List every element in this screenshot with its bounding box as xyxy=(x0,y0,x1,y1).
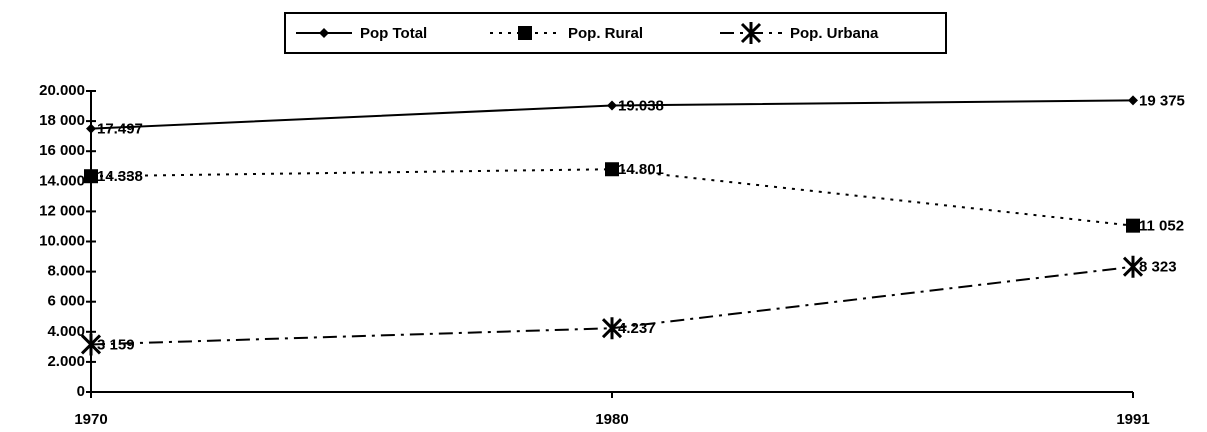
legend-box xyxy=(284,12,947,54)
x-tick-label: 1970 xyxy=(74,411,107,428)
data-label: 19 375 xyxy=(1139,92,1185,109)
marker xyxy=(1126,218,1140,233)
data-label: 4.237 xyxy=(618,320,656,337)
data-label: 19.038 xyxy=(618,97,664,114)
data-label: 17.497 xyxy=(97,121,143,138)
y-tick-label: 10.000 xyxy=(39,232,85,249)
marker xyxy=(84,169,98,184)
series-line xyxy=(90,168,1134,227)
legend-label: Pop. Rural xyxy=(568,25,643,42)
marker xyxy=(1122,255,1144,278)
y-tick-label: 4.000 xyxy=(47,323,85,340)
legend-label: Pop. Urbana xyxy=(790,25,879,42)
y-tick-label: 6 000 xyxy=(47,293,85,310)
marker xyxy=(607,100,617,111)
y-tick-label: 2.000 xyxy=(47,353,85,370)
marker xyxy=(319,28,329,38)
series-line xyxy=(90,265,1134,346)
y-tick-label: 12 000 xyxy=(39,202,85,219)
y-tick-label: 8.000 xyxy=(47,263,85,280)
marker xyxy=(605,162,619,177)
marker xyxy=(1128,95,1138,106)
marker xyxy=(86,123,96,134)
marker xyxy=(518,26,532,40)
y-tick-label: 18 000 xyxy=(39,112,85,129)
y-tick-label: 0 xyxy=(77,383,85,400)
marker xyxy=(80,333,102,356)
data-label: 11 052 xyxy=(1139,218,1184,235)
legend-label: Pop Total xyxy=(360,25,427,42)
y-tick-label: 20.000 xyxy=(39,82,85,99)
y-tick-label: 16 000 xyxy=(39,142,85,159)
marker xyxy=(601,317,623,340)
x-tick-label: 1980 xyxy=(595,411,628,428)
data-label: 8 323 xyxy=(1139,259,1177,276)
x-tick-label: 1991 xyxy=(1116,411,1149,428)
data-label: 14.338 xyxy=(97,168,143,185)
marker xyxy=(740,22,762,44)
y-tick-label: 14.000 xyxy=(39,172,85,189)
data-label: 14.801 xyxy=(618,161,664,178)
data-label: 3 159 xyxy=(97,336,135,353)
